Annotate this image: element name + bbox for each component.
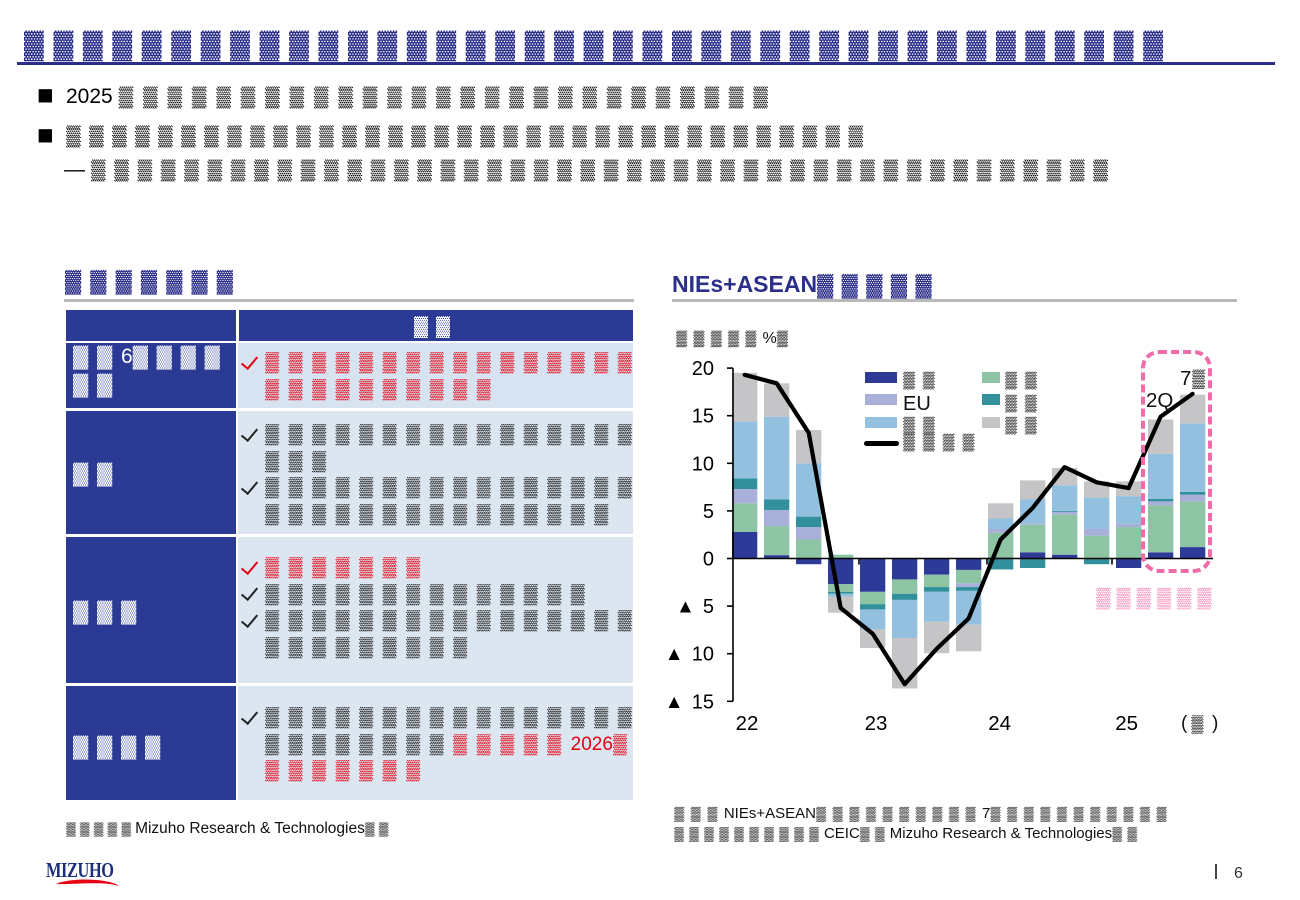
svg-text:10: 10 bbox=[692, 644, 714, 666]
svg-text:5: 5 bbox=[703, 596, 714, 618]
svg-text:▲: ▲ bbox=[665, 692, 684, 713]
svg-text:15: 15 bbox=[692, 691, 714, 713]
svg-text:24: 24 bbox=[988, 712, 1011, 735]
svg-text:15: 15 bbox=[692, 406, 714, 428]
svg-text:22: 22 bbox=[736, 712, 759, 735]
svg-text:5: 5 bbox=[703, 501, 714, 523]
svg-text:0: 0 bbox=[703, 549, 714, 571]
svg-text:20: 20 bbox=[692, 358, 714, 380]
svg-text:25: 25 bbox=[1115, 712, 1138, 735]
svg-text:23: 23 bbox=[865, 712, 888, 735]
svg-text:▲: ▲ bbox=[676, 597, 695, 618]
svg-text:10: 10 bbox=[692, 453, 714, 475]
svg-text:▲: ▲ bbox=[665, 644, 684, 665]
